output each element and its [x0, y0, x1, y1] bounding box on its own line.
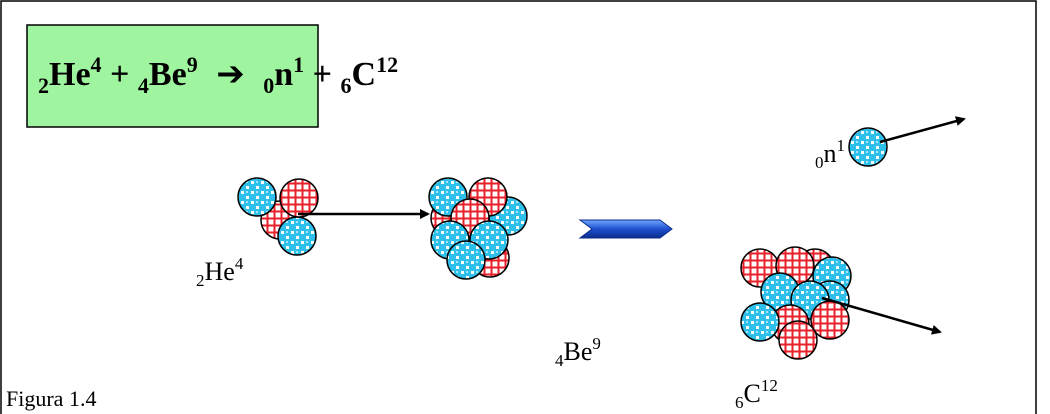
subscript: 2 [38, 73, 49, 98]
superscript: 12 [761, 376, 778, 395]
neutron-label: 0n1 [815, 136, 845, 172]
subscript: 4 [138, 73, 149, 98]
superscript: 1 [293, 52, 304, 77]
subscript: 6 [735, 393, 744, 412]
subscript: 0 [815, 153, 824, 172]
arrow: ➔ [216, 54, 245, 94]
caption: Figura 1.4 [6, 386, 96, 411]
helium-label: 2He4 [196, 254, 244, 290]
carbon-label: 6C12 [735, 376, 778, 412]
plus: + [313, 56, 332, 93]
neutron [238, 178, 276, 216]
plus: + [110, 56, 129, 93]
beryllium-label: 4Be9 [555, 334, 601, 370]
page: {"equation": { "reactants": [{"sub": "2"… [0, 0, 1050, 414]
diagram: 2He4 + 4Be9 ➔ 0n1 + 6C12 2He4 4Be9 0n1 6… [0, 0, 1050, 414]
neutron [447, 241, 485, 279]
nuclei [238, 128, 887, 359]
superscript: 1 [837, 136, 846, 155]
symbol: Be [564, 337, 593, 366]
proton [280, 179, 318, 217]
proton [779, 321, 817, 359]
neutron [849, 128, 887, 166]
neutron-arrow [880, 119, 964, 142]
superscript: 9 [187, 52, 198, 77]
superscript: 4 [235, 254, 244, 273]
superscript: 9 [592, 334, 601, 353]
neutron [741, 303, 779, 341]
symbol: C [744, 379, 761, 408]
symbol: C [352, 56, 377, 93]
reaction-chevron [580, 220, 672, 238]
symbol: Be [149, 56, 187, 93]
superscript: 12 [376, 52, 398, 77]
symbol: n [824, 139, 837, 168]
subscript: 2 [196, 271, 205, 290]
proton [811, 301, 849, 339]
neutron [278, 217, 316, 255]
subscript: 0 [263, 73, 274, 98]
subscript: 6 [341, 73, 352, 98]
superscript: 4 [91, 52, 102, 77]
symbol: He [205, 257, 235, 286]
symbol: He [49, 56, 91, 93]
symbol: n [274, 56, 293, 93]
